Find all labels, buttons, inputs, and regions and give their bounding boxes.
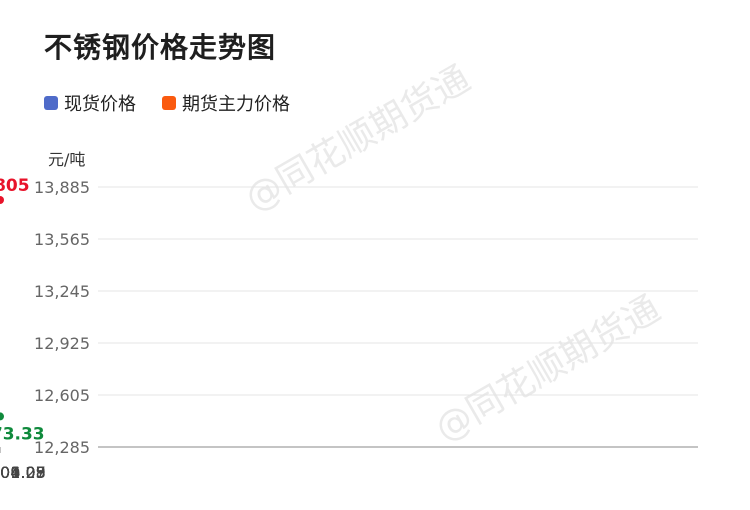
legend-swatch-futures (162, 96, 176, 110)
annotation-label: 13805 (0, 176, 30, 196)
y-tick-label: 12,605 (34, 386, 90, 405)
x-tick-label: 2025.04.03 (0, 463, 46, 482)
x-tick-label: 2025.01.08 (0, 463, 46, 482)
y-tick-label: 12,925 (34, 334, 90, 353)
x-tick-labels: 2025.01.082025.04.032025.06.252025.09.09… (0, 463, 46, 482)
legend-item-spot[interactable]: 现货价格 (44, 90, 136, 116)
chart-title: 不锈钢价格走势图 (44, 31, 277, 64)
x-tick-label: 2026.01.07 (0, 463, 46, 482)
legend-item-futures[interactable]: 期货主力价格 (162, 90, 290, 116)
y-tick-label: 13,245 (34, 282, 90, 301)
legend-label-futures: 期货主力价格 (182, 94, 290, 115)
y-tick-label: 13,565 (34, 230, 90, 249)
y-axis-unit: 元/吨 (48, 150, 86, 169)
annotation-marker[interactable] (0, 412, 4, 421)
legend-swatch-spot (44, 96, 58, 110)
y-tick-label: 12,285 (34, 438, 90, 457)
annotation-marker[interactable] (0, 196, 4, 204)
grid-lines (0, 186, 698, 453)
annotation-label: 12473.33 (0, 424, 45, 444)
y-tick-label: 13,885 (34, 178, 90, 197)
legend-label-spot: 现货价格 (64, 94, 136, 115)
x-tick-label: 2025.06.25 (0, 463, 46, 482)
annotations: 13805 12473.33 (0, 176, 45, 444)
x-tick-label: 2025.09.09 (0, 463, 46, 482)
legend: 现货价格 期货主力价格 (44, 90, 316, 116)
y-tick-labels: 13,885 13,565 13,245 12,925 12,605 12,285 (34, 178, 90, 457)
